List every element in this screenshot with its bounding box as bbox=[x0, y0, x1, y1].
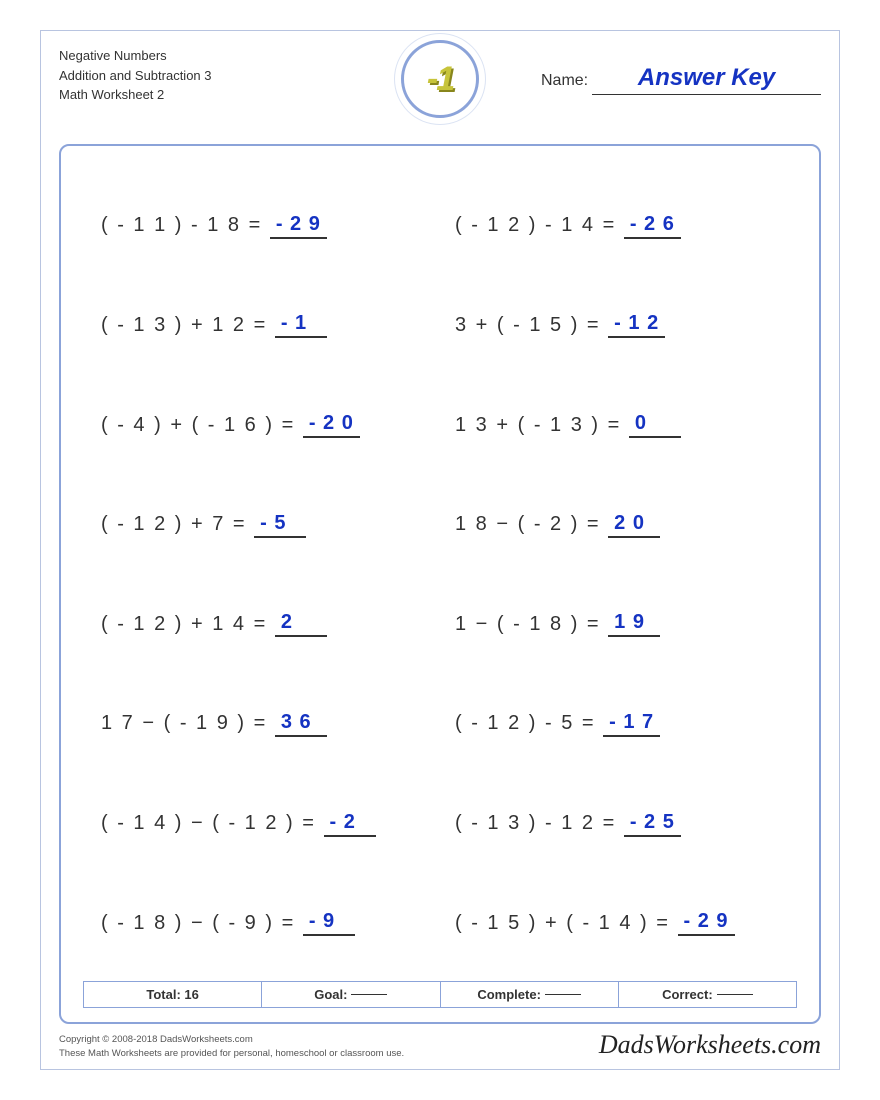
problem-row: ( - 1 5 ) + ( - 1 4 ) = - 2 9 bbox=[455, 873, 779, 973]
problem-row: ( - 1 3 ) + 1 2 = - 1 bbox=[101, 276, 425, 376]
problem-row: ( - 1 2 ) + 1 4 = 2 bbox=[101, 575, 425, 675]
content-box: ( - 1 1 ) - 1 8 = - 2 9 ( - 1 2 ) - 1 4 =… bbox=[59, 144, 821, 1024]
problem-expression: ( - 4 ) + ( - 1 6 ) = bbox=[101, 414, 303, 437]
footer-table: Total: 16 Goal: Complete: Correct: bbox=[83, 981, 797, 1008]
problem-answer: - 2 9 bbox=[270, 213, 327, 239]
problem-answer: 2 bbox=[275, 611, 327, 637]
problem-expression: 1 − ( - 1 8 ) = bbox=[455, 613, 608, 636]
problem-row: ( - 1 8 ) − ( - 9 ) = - 9 bbox=[101, 873, 425, 973]
footer-goal: Goal: bbox=[262, 982, 440, 1007]
problem-row: 1 3 + ( - 1 3 ) = 0 bbox=[455, 375, 779, 475]
problem-expression: ( - 1 8 ) − ( - 9 ) = bbox=[101, 912, 303, 935]
problem-answer: - 1 7 bbox=[603, 711, 660, 737]
problem-answer: - 2 bbox=[324, 811, 376, 837]
problem-expression: ( - 1 2 ) - 5 = bbox=[455, 712, 603, 735]
problem-answer: 1 9 bbox=[608, 611, 660, 637]
problem-row: ( - 1 2 ) - 5 = - 1 7 bbox=[455, 674, 779, 774]
problem-expression: 1 8 − ( - 2 ) = bbox=[455, 513, 608, 536]
name-label: Name: bbox=[541, 72, 588, 90]
copyright-block: Copyright © 2008-2018 DadsWorksheets.com… bbox=[59, 1033, 404, 1060]
problem-expression: ( - 1 2 ) - 1 4 = bbox=[455, 214, 624, 237]
problem-answer: 3 6 bbox=[275, 711, 327, 737]
logo-circle: -1 bbox=[401, 40, 479, 118]
problem-answer: 0 bbox=[629, 412, 681, 438]
footer-complete: Complete: bbox=[441, 982, 619, 1007]
goal-blank bbox=[351, 994, 387, 995]
footer-total: Total: 16 bbox=[84, 982, 262, 1007]
problem-answer: - 1 bbox=[275, 312, 327, 338]
logo-text: -1 bbox=[427, 60, 453, 99]
problem-row: ( - 1 3 ) - 1 2 = - 2 5 bbox=[455, 774, 779, 874]
problem-expression: ( - 1 2 ) + 1 4 = bbox=[101, 613, 275, 636]
correct-blank bbox=[717, 994, 753, 995]
problem-expression: ( - 1 3 ) - 1 2 = bbox=[455, 812, 624, 835]
problem-expression: ( - 1 1 ) - 1 8 = bbox=[101, 214, 270, 237]
problem-answer: - 2 9 bbox=[678, 910, 735, 936]
problem-answer: - 2 5 bbox=[624, 811, 681, 837]
complete-blank bbox=[545, 994, 581, 995]
header: Negative Numbers Addition and Subtractio… bbox=[59, 46, 821, 136]
problem-row: 1 8 − ( - 2 ) = 2 0 bbox=[455, 475, 779, 575]
problem-row: ( - 4 ) + ( - 1 6 ) = - 2 0 bbox=[101, 375, 425, 475]
problem-expression: 1 7 − ( - 1 9 ) = bbox=[101, 712, 275, 735]
copyright-text: Copyright © 2008-2018 DadsWorksheets.com bbox=[59, 1033, 404, 1046]
problem-row: ( - 1 4 ) − ( - 1 2 ) = - 2 bbox=[101, 774, 425, 874]
problem-row: ( - 1 2 ) + 7 = - 5 bbox=[101, 475, 425, 575]
brand-logo: DadsWorksheets.com bbox=[599, 1030, 821, 1060]
title-line-2: Addition and Subtraction 3 bbox=[59, 66, 279, 86]
problem-answer: 2 0 bbox=[608, 512, 660, 538]
usage-note: These Math Worksheets are provided for p… bbox=[59, 1047, 404, 1060]
title-line-3: Math Worksheet 2 bbox=[59, 85, 279, 105]
answer-key-label: Answer Key bbox=[592, 64, 821, 95]
problem-row: 3 + ( - 1 5 ) = - 1 2 bbox=[455, 276, 779, 376]
worksheet-page: Negative Numbers Addition and Subtractio… bbox=[40, 30, 840, 1070]
problem-row: 1 7 − ( - 1 9 ) = 3 6 bbox=[101, 674, 425, 774]
name-block: Name: Answer Key bbox=[541, 46, 821, 95]
problem-expression: ( - 1 3 ) + 1 2 = bbox=[101, 314, 275, 337]
problems-grid: ( - 1 1 ) - 1 8 = - 2 9 ( - 1 2 ) - 1 4 =… bbox=[83, 176, 797, 973]
logo-badge: -1 bbox=[401, 40, 479, 118]
problem-expression: ( - 1 5 ) + ( - 1 4 ) = bbox=[455, 912, 678, 935]
page-bottom: Copyright © 2008-2018 DadsWorksheets.com… bbox=[59, 1030, 821, 1060]
problem-row: ( - 1 2 ) - 1 4 = - 2 6 bbox=[455, 176, 779, 276]
problem-row: ( - 1 1 ) - 1 8 = - 2 9 bbox=[101, 176, 425, 276]
problem-answer: - 1 2 bbox=[608, 312, 665, 338]
title-line-1: Negative Numbers bbox=[59, 46, 279, 66]
problem-answer: - 5 bbox=[254, 512, 306, 538]
problem-answer: - 2 6 bbox=[624, 213, 681, 239]
problem-row: 1 − ( - 1 8 ) = 1 9 bbox=[455, 575, 779, 675]
problem-expression: 3 + ( - 1 5 ) = bbox=[455, 314, 608, 337]
problem-answer: - 2 0 bbox=[303, 412, 360, 438]
problem-answer: - 9 bbox=[303, 910, 355, 936]
footer-correct: Correct: bbox=[619, 982, 796, 1007]
problem-expression: 1 3 + ( - 1 3 ) = bbox=[455, 414, 629, 437]
problem-expression: ( - 1 2 ) + 7 = bbox=[101, 513, 254, 536]
problem-expression: ( - 1 4 ) − ( - 1 2 ) = bbox=[101, 812, 324, 835]
title-block: Negative Numbers Addition and Subtractio… bbox=[59, 46, 279, 105]
